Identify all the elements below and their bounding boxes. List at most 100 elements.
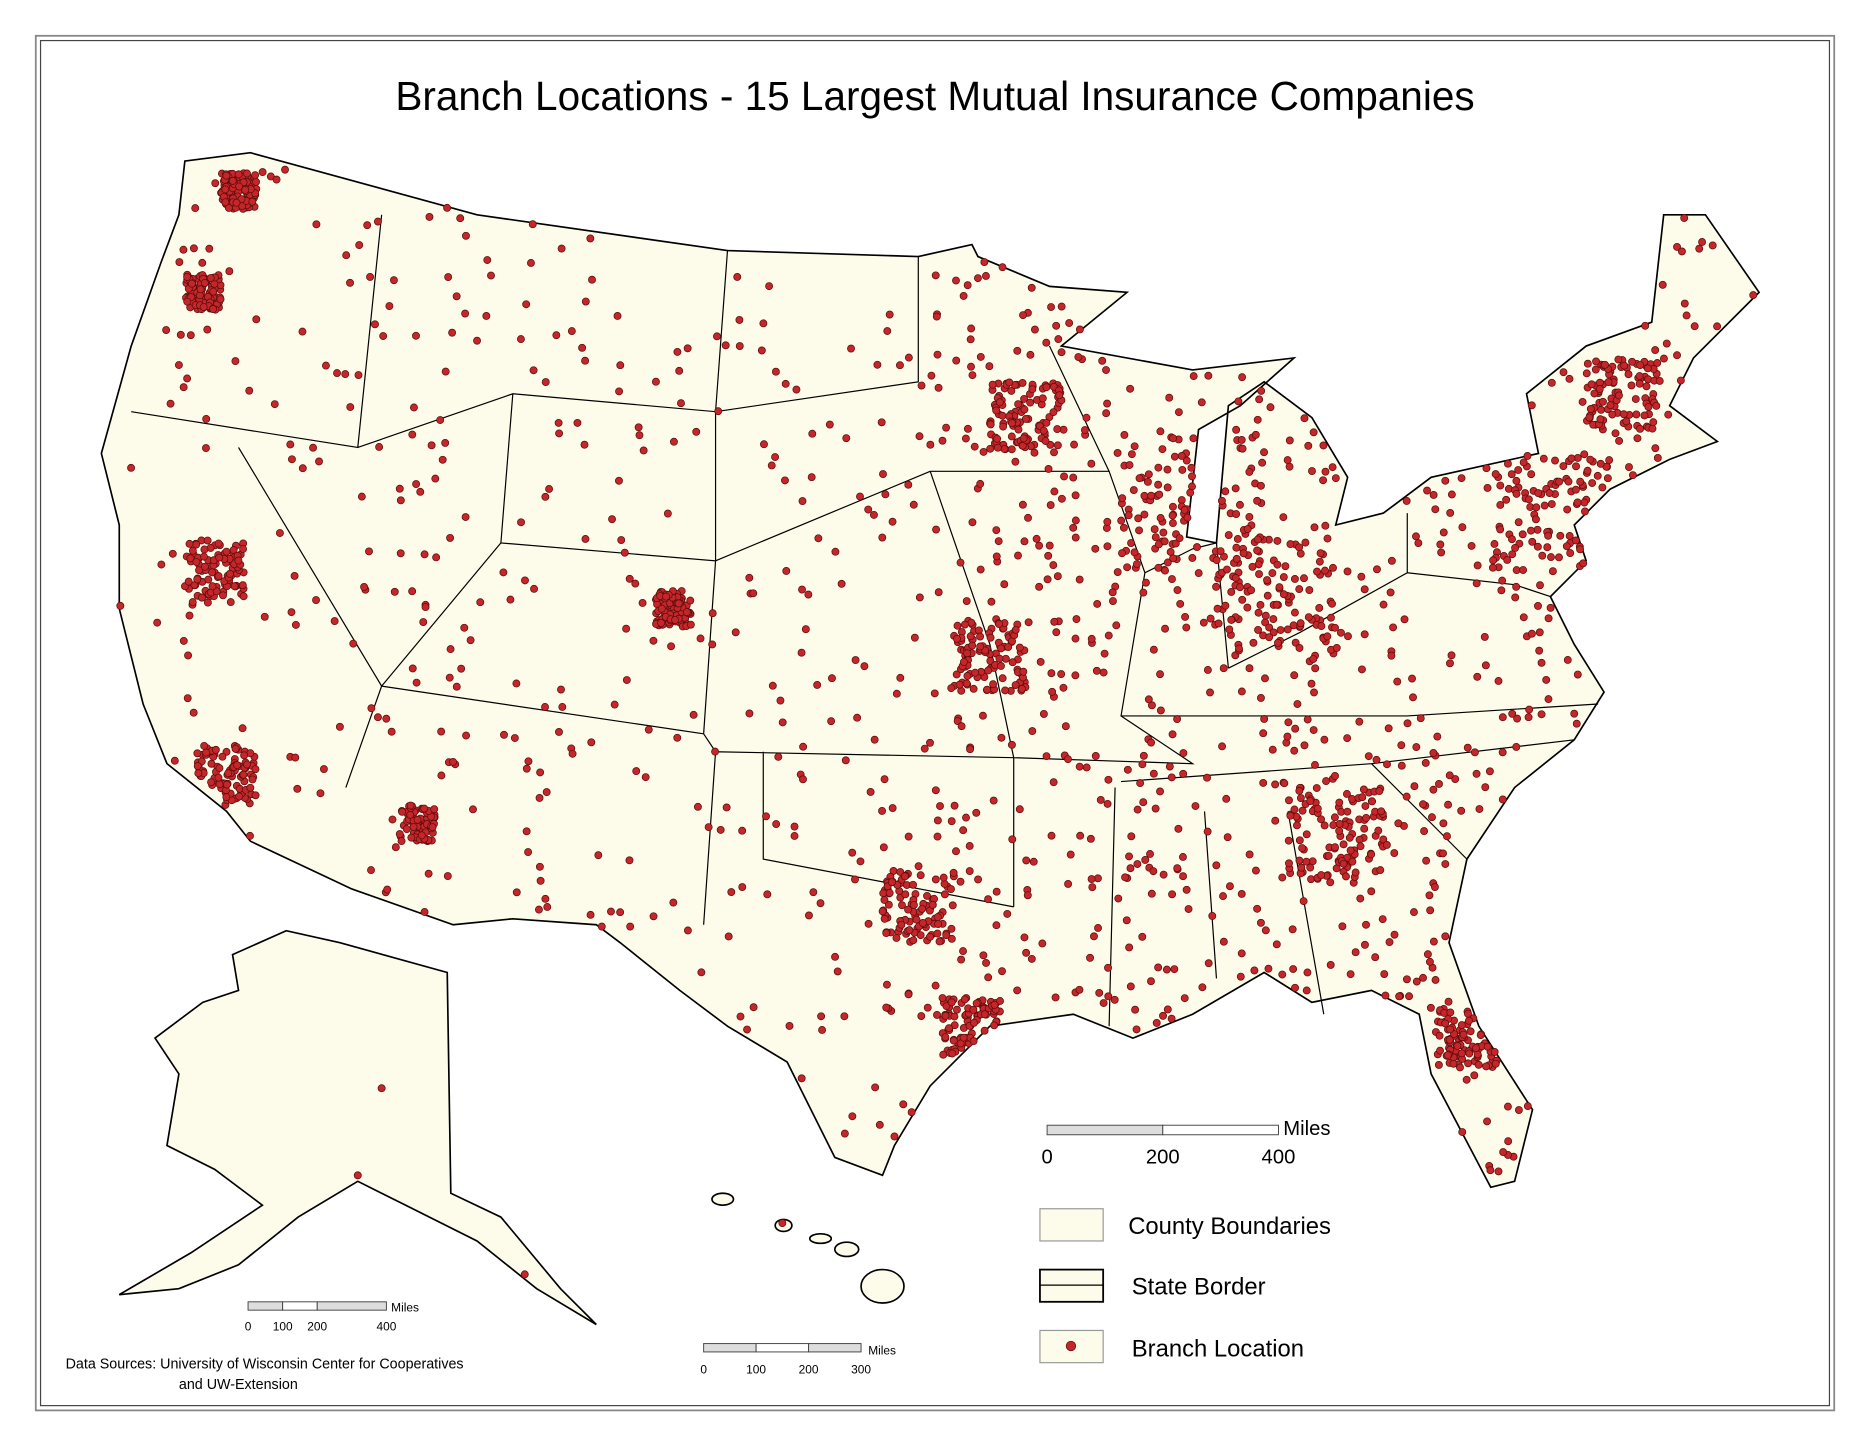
branch-dot xyxy=(1028,385,1037,394)
branch-dot xyxy=(1261,926,1270,935)
branch-dot xyxy=(985,362,994,371)
branch-dot xyxy=(1045,541,1054,550)
branch-dot xyxy=(1082,413,1091,422)
branch-dot xyxy=(1619,410,1628,419)
branch-dot xyxy=(1168,519,1177,528)
branch-dot xyxy=(406,801,415,810)
branch-dot xyxy=(412,480,421,489)
branch-dot xyxy=(239,592,248,601)
branch-dot xyxy=(1360,940,1369,949)
branch-dot xyxy=(942,931,951,940)
branch-dot xyxy=(199,552,208,561)
branch-dot xyxy=(185,539,194,548)
branch-dot xyxy=(714,407,723,416)
branch-dot xyxy=(395,484,404,493)
branch-dot xyxy=(1326,961,1335,969)
branch-dot xyxy=(452,682,461,691)
branch-dot xyxy=(1622,417,1631,426)
branch-dot xyxy=(1344,632,1352,641)
branch-dot xyxy=(1177,451,1186,460)
branch-dot xyxy=(1039,709,1048,718)
branch-dot xyxy=(1596,415,1605,424)
branch-dot xyxy=(963,672,972,680)
branch-dot xyxy=(1124,511,1133,520)
branch-dot xyxy=(984,973,993,982)
branch-dot xyxy=(222,793,231,802)
branch-dot xyxy=(581,297,590,306)
branch-dot xyxy=(1019,667,1028,676)
branch-dot xyxy=(1127,832,1136,841)
branch-dot xyxy=(1234,397,1243,406)
branch-dot xyxy=(1154,480,1163,489)
branch-dot xyxy=(1358,665,1366,674)
branch-dot xyxy=(1257,386,1266,395)
branch-dot xyxy=(1514,1106,1523,1114)
branch-dot xyxy=(528,220,537,229)
branch-dot xyxy=(1213,604,1222,613)
branch-dot xyxy=(248,775,257,784)
branch-dot xyxy=(1472,579,1481,588)
branch-dot xyxy=(1342,872,1350,881)
branch-dot xyxy=(1536,581,1544,590)
branch-dot xyxy=(1317,622,1326,631)
branch-dot xyxy=(238,724,247,733)
legend: County Boundaries State Border Branch Lo… xyxy=(1039,1208,1331,1364)
branch-dot xyxy=(208,582,217,591)
branch-dot xyxy=(930,689,939,698)
branch-dot xyxy=(586,234,595,243)
branch-dot xyxy=(1523,1102,1532,1111)
branch-dot xyxy=(953,634,961,643)
branch-dot xyxy=(1168,511,1177,520)
branch-dot xyxy=(976,352,985,361)
branch-dot xyxy=(1180,994,1189,1003)
branch-dot xyxy=(1566,549,1575,557)
branch-dot xyxy=(408,587,417,596)
branch-dot xyxy=(1546,603,1555,612)
branch-dot xyxy=(907,1108,916,1117)
branch-dot xyxy=(162,326,171,334)
branch-dot xyxy=(1303,715,1312,724)
branch-dot xyxy=(809,888,818,897)
branch-dot xyxy=(1481,783,1490,792)
branch-dot xyxy=(1011,625,1020,634)
branch-dot xyxy=(1156,706,1165,715)
scale-segment xyxy=(247,1301,284,1311)
branch-dot xyxy=(1295,856,1304,865)
branch-dot xyxy=(1219,892,1227,901)
branch-dot xyxy=(1508,709,1517,718)
branch-dot xyxy=(1376,866,1385,875)
branch-dot xyxy=(1291,638,1300,647)
branch-dot xyxy=(1507,470,1516,479)
branch-dot xyxy=(1041,437,1050,445)
branch-dot xyxy=(671,616,680,624)
branch-dot xyxy=(1343,807,1352,816)
branch-dot xyxy=(1587,380,1596,389)
branch-dot xyxy=(1007,445,1016,454)
branch-dot xyxy=(1199,618,1208,627)
branch-dot xyxy=(998,263,1007,272)
branch-dot xyxy=(989,796,998,805)
branch-dot xyxy=(221,185,230,194)
branch-dot xyxy=(686,596,695,605)
branch-dot xyxy=(407,833,416,842)
branch-dot xyxy=(1339,840,1348,849)
branch-dot xyxy=(1194,569,1203,578)
branch-dot xyxy=(969,1005,978,1014)
branch-dot xyxy=(851,656,860,665)
branch-dot xyxy=(1251,866,1260,875)
branch-dot xyxy=(363,221,372,230)
branch-dot xyxy=(1156,787,1164,796)
branch-dot xyxy=(192,558,201,566)
branch-dot xyxy=(965,842,974,850)
branch-dot xyxy=(1193,543,1201,552)
branch-dot xyxy=(1126,864,1135,873)
branch-dot xyxy=(816,899,825,908)
branch-dot xyxy=(896,673,905,682)
branch-dot xyxy=(1372,755,1381,764)
branch-dot xyxy=(157,560,166,569)
branch-dot xyxy=(1331,623,1339,632)
branch-dot xyxy=(1453,1042,1462,1050)
scale-bar-hawaii: 0 100 200 300 Miles xyxy=(700,1343,896,1376)
branch-dot xyxy=(1261,674,1269,683)
branch-dot xyxy=(1444,800,1452,809)
